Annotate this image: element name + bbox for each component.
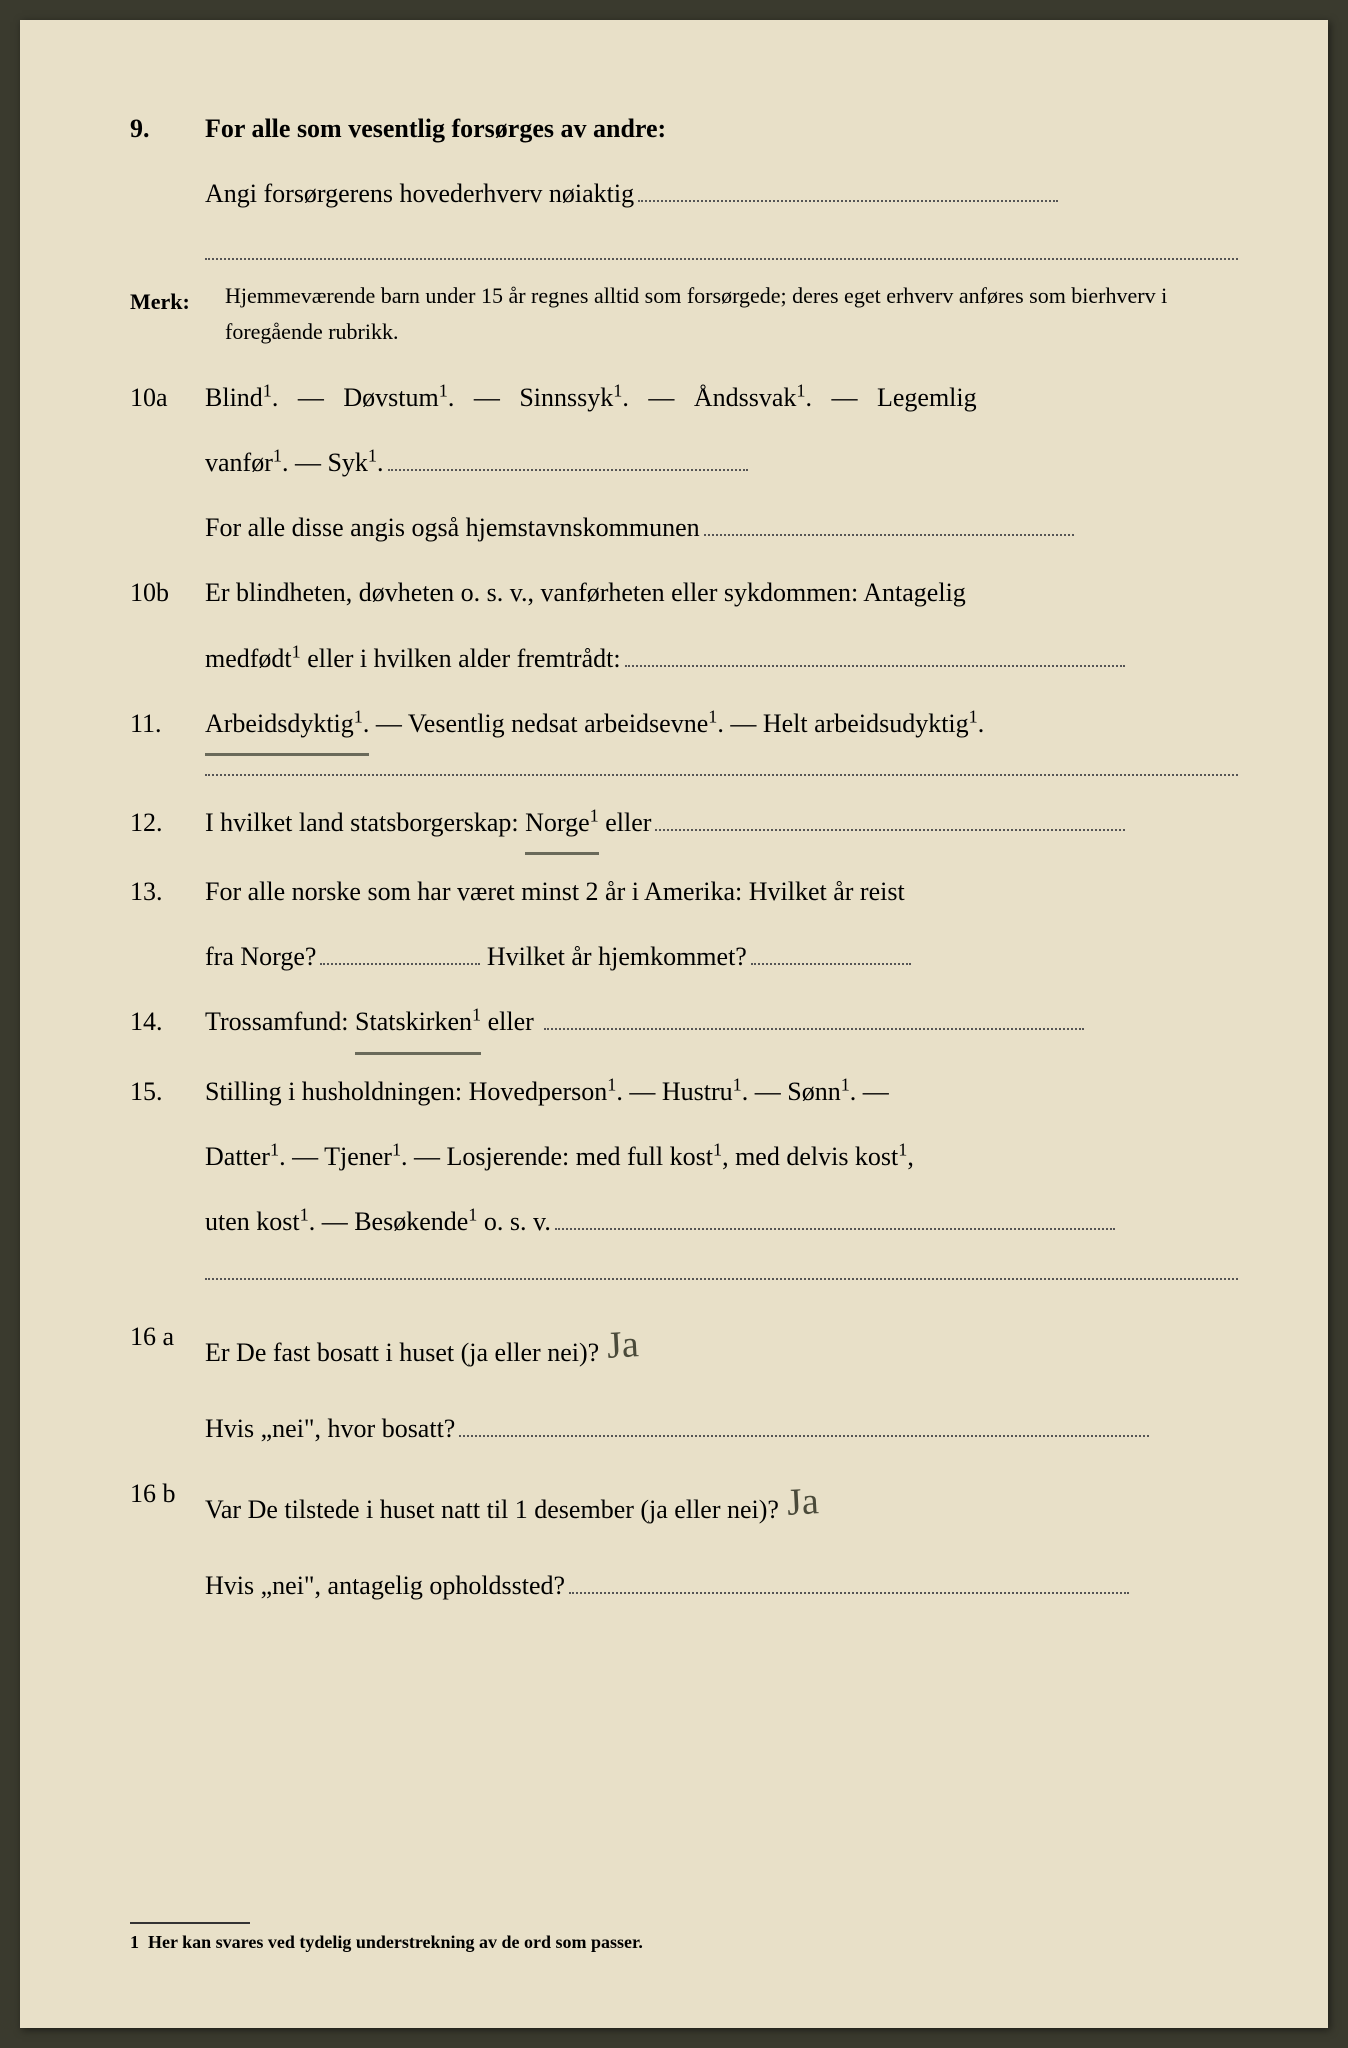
separator	[205, 258, 1238, 260]
blank-line	[751, 963, 911, 965]
q15-number: 15.	[130, 1063, 205, 1120]
merk-label: Merk:	[130, 278, 225, 348]
q15-besokende: . — Besøkende	[309, 1207, 469, 1236]
q10b-number: 10b	[130, 564, 205, 621]
question-15: 15. Stilling i husholdningen: Hovedperso…	[130, 1063, 1238, 1120]
q10b-alder: eller i hvilken alder fremtrådt:	[301, 644, 621, 673]
question-14: 14. Trossamfund: Statskirken1 eller	[130, 993, 1238, 1054]
q12-norge-underlined: Norge1	[525, 794, 599, 855]
q11-helt: . — Helt arbeidsudyktig	[717, 709, 968, 738]
q10b-content: Er blindheten, døvheten o. s. v., vanfør…	[205, 564, 1238, 621]
blank-line	[555, 1228, 1115, 1230]
q15-line3: uten kost1. — Besøkende1 o. s. v.	[130, 1193, 1238, 1250]
census-form-page: 9. For alle som vesentlig forsørges av a…	[20, 20, 1328, 2028]
question-16a: 16 a Er De fast bosatt i huset (ja eller…	[130, 1308, 1238, 1392]
blank-line	[704, 534, 1074, 536]
q12-eller: eller	[599, 808, 652, 837]
q10a-line2: vanfør1. — Syk1.	[130, 434, 1238, 491]
q12-number: 12.	[130, 794, 205, 855]
blank-line	[655, 829, 1125, 831]
q16b-line2: Hvis „nei", antagelig opholdssted?	[130, 1557, 1238, 1614]
question-11: 11. Arbeidsdyktig1. — Vesentlig nedsat a…	[130, 695, 1238, 756]
q10a-hjemstavn: For alle disse angis også hjemstavnskomm…	[205, 513, 700, 542]
q11-number: 11.	[130, 695, 205, 756]
separator	[205, 774, 1238, 776]
q16a-number: 16 a	[130, 1308, 205, 1392]
opt-dovstum: Døvstum	[343, 383, 438, 412]
question-13: 13. For alle norske som har været minst …	[130, 863, 1238, 920]
q9-line2-content: Angi forsørgerens hovederhverv nøiaktig	[205, 165, 1238, 222]
q15-losjerende: . — Losjerende: med full kost	[401, 1142, 713, 1171]
q13-number: 13.	[130, 863, 205, 920]
q16b-hvis-nei: Hvis „nei", antagelig opholdssted?	[205, 1571, 565, 1600]
question-9: 9. For alle som vesentlig forsørges av a…	[130, 100, 1238, 157]
opt-andssvak: Åndssvak	[694, 383, 797, 412]
q16a-line2: Hvis „nei", hvor bosatt?	[130, 1400, 1238, 1457]
opt-vanfor: vanfør	[205, 448, 273, 477]
q16a-answer-handwritten: Ja	[605, 1303, 641, 1388]
separator	[205, 1278, 1238, 1280]
blank-line	[320, 963, 480, 965]
q14-number: 14.	[130, 993, 205, 1054]
q11-nedsat: — Vesentlig nedsat arbeidsevne	[369, 709, 708, 738]
q10a-number: 10a	[130, 369, 205, 426]
question-16b: 16 b Var De tilstede i huset natt til 1 …	[130, 1465, 1238, 1549]
q14-eller: eller	[481, 1007, 540, 1036]
q9-line2-row: Angi forsørgerens hovederhverv nøiaktig	[130, 165, 1238, 222]
opt-legemlig: Legemlig	[877, 383, 977, 412]
q9-line2-text: Angi forsørgerens hovederhverv nøiaktig	[205, 179, 634, 208]
q14-trossamfund: Trossamfund:	[205, 1007, 355, 1036]
blank-line	[569, 1592, 1129, 1594]
q15-delvis: , med delvis kost	[722, 1142, 898, 1171]
q16b-number: 16 b	[130, 1465, 205, 1549]
q10b-medfodt: medfødt	[205, 644, 292, 673]
q16a-hvis-nei: Hvis „nei", hvor bosatt?	[205, 1414, 455, 1443]
q15-datter: Datter	[205, 1142, 270, 1171]
q10a-content: Blind1. — Døvstum1. — Sinnssyk1. — Åndss…	[205, 369, 1238, 426]
blank-line	[388, 469, 748, 471]
blank-line	[544, 1028, 1084, 1030]
q15-hovedperson: Stilling i husholdningen: Hovedperson	[205, 1077, 607, 1106]
blank-line	[625, 665, 1125, 667]
q13-fra-norge: fra Norge?	[205, 942, 316, 971]
q13-line2: fra Norge? Hvilket år hjemkommet?	[130, 928, 1238, 985]
q15-sonn: . — Sønn	[742, 1077, 841, 1106]
footnote: 1 Her kan svares ved tydelig understrekn…	[130, 1922, 643, 1953]
q15-hustru: . — Hustru	[616, 1077, 732, 1106]
q9-line1: For alle som vesentlig forsørges av andr…	[205, 100, 1238, 157]
q14-statskirken-underlined: Statskirken1	[355, 993, 481, 1054]
q12-text1: I hvilket land statsborgerskap:	[205, 808, 525, 837]
q13-hjemkommet: Hvilket år hjemkommet?	[480, 942, 746, 971]
q11-arbeidsdyktig-underlined: Arbeidsdyktig1.	[205, 695, 369, 756]
q15-line2: Datter1. — Tjener1. — Losjerende: med fu…	[130, 1128, 1238, 1185]
question-10a: 10a Blind1. — Døvstum1. — Sinnssyk1. — Å…	[130, 369, 1238, 426]
footnote-text: Her kan svares ved tydelig understreknin…	[148, 1932, 643, 1952]
footnote-rule	[130, 1922, 250, 1924]
question-12: 12. I hvilket land statsborgerskap: Norg…	[130, 794, 1238, 855]
blank-line	[459, 1435, 1149, 1437]
footnote-marker: 1	[130, 1932, 139, 1952]
question-10b: 10b Er blindheten, døvheten o. s. v., va…	[130, 564, 1238, 621]
q15-tjener: . — Tjener	[279, 1142, 392, 1171]
q10a-line3: For alle disse angis også hjemstavnskomm…	[130, 499, 1238, 556]
merk-text: Hjemmeværende barn under 15 år regnes al…	[225, 278, 1238, 348]
q10b-line2: medfødt1 eller i hvilken alder fremtrådt…	[130, 630, 1238, 687]
q10b-line1: Er blindheten, døvheten o. s. v., vanfør…	[205, 578, 966, 607]
blank-line	[638, 200, 1058, 202]
q15-uten-kost: uten kost	[205, 1207, 300, 1236]
q13-line1: For alle norske som har været minst 2 år…	[205, 863, 1238, 920]
q9-number: 9.	[130, 100, 205, 157]
opt-syk: Syk	[327, 448, 367, 477]
q16b-answer-handwritten: Ja	[785, 1460, 821, 1545]
q16a-text: Er De fast bosatt i huset (ja eller nei)…	[205, 1338, 599, 1367]
opt-sinnssyk: Sinnssyk	[519, 383, 613, 412]
opt-blind: Blind	[205, 383, 263, 412]
q16b-text: Var De tilstede i huset natt til 1 desem…	[205, 1495, 779, 1524]
merk-note: Merk: Hjemmeværende barn under 15 år reg…	[130, 278, 1238, 348]
